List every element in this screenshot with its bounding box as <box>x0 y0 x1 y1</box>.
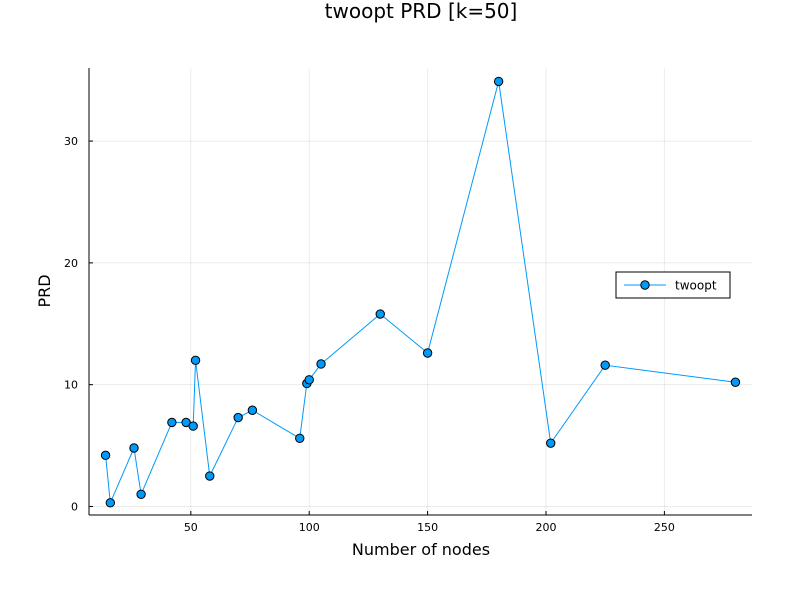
x-axis-label: Number of nodes <box>352 540 490 559</box>
chart-title: twoopt PRD [k=50] <box>325 0 518 23</box>
x-tick-label: 50 <box>184 521 198 534</box>
y-tick-label: 10 <box>64 379 78 392</box>
data-point <box>600 360 610 370</box>
x-tick-label: 250 <box>654 521 675 534</box>
data-point <box>100 450 111 461</box>
x-tick-label: 100 <box>299 521 320 534</box>
data-point <box>316 359 326 369</box>
y-tick-label: 30 <box>64 135 78 148</box>
data-point <box>136 489 146 499</box>
y-axis-ticks: 0 10 20 30 <box>64 135 93 513</box>
data-point <box>493 76 504 87</box>
data-point <box>167 417 177 428</box>
series-twoopt <box>100 76 741 508</box>
data-point <box>105 498 116 508</box>
data-point <box>730 377 741 387</box>
data-point <box>205 471 215 481</box>
data-point <box>422 348 433 358</box>
x-tick-label: 200 <box>535 521 556 534</box>
y-tick-label: 20 <box>64 257 78 270</box>
x-tick-label: 150 <box>417 521 438 534</box>
data-point <box>233 412 243 423</box>
y-tick-label: 0 <box>71 500 78 513</box>
data-point <box>188 421 198 431</box>
legend-marker-twoopt <box>640 280 650 290</box>
legend-label-twoopt: twoopt <box>675 279 717 293</box>
data-point <box>304 375 314 385</box>
data-point <box>129 443 139 453</box>
data-point <box>190 355 201 366</box>
data-point <box>546 438 556 448</box>
data-point <box>295 433 305 443</box>
y-axis-label: PRD <box>35 274 54 307</box>
x-axis-ticks: 50 100 150 200 250 <box>184 511 675 534</box>
data-point <box>375 309 385 319</box>
data-point <box>247 405 258 415</box>
legend: twoopt <box>615 271 731 299</box>
